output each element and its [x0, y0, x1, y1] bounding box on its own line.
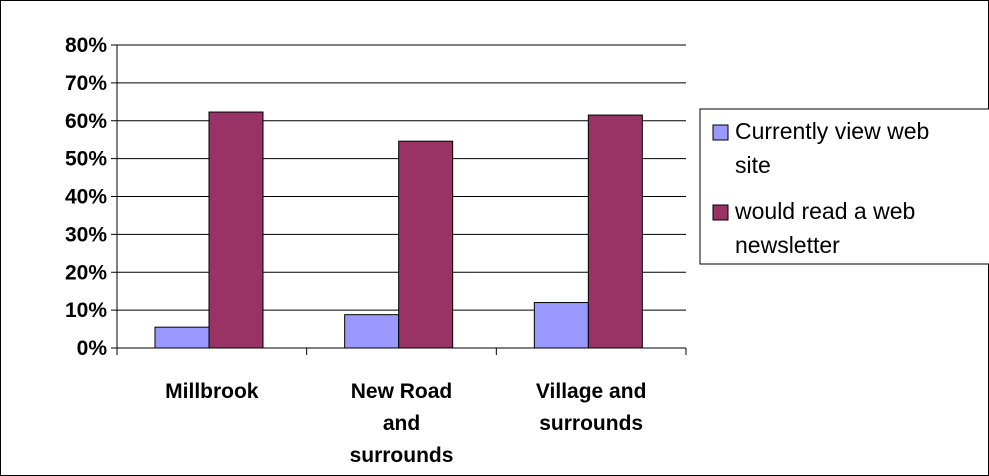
bar-currently-view-web-site — [154, 326, 210, 349]
legend-label: Currently view web — [735, 118, 929, 144]
x-category-label: New Road — [351, 380, 453, 403]
x-axis-labels: Millbrook New Road and surrounds Village and… — [165, 380, 646, 467]
bars — [154, 111, 643, 349]
y-tick-label: 80% — [65, 34, 107, 57]
legend: Currently view web site would read a web ne… — [699, 108, 989, 265]
legend-swatch — [712, 204, 729, 221]
y-tick-label: 20% — [65, 261, 107, 284]
x-category-label: surrounds — [539, 412, 643, 435]
y-tick-label: 50% — [65, 148, 107, 171]
legend-box — [699, 108, 989, 265]
legend-label: site — [735, 152, 771, 178]
y-tick-label: 60% — [65, 110, 107, 133]
x-category-label: and — [383, 412, 420, 435]
bar-currently-view-web-site — [344, 314, 400, 349]
bar-would-read-web-newsletter — [398, 140, 454, 349]
y-tick-label: 30% — [65, 223, 107, 246]
legend-swatch — [712, 124, 729, 141]
legend-label: newsletter — [735, 232, 840, 258]
y-tick-label: 70% — [65, 72, 107, 95]
bar-would-read-web-newsletter — [208, 111, 264, 349]
bar-would-read-web-newsletter — [587, 114, 643, 349]
x-category-label: Village and — [536, 380, 647, 403]
x-category-label: Millbrook — [165, 380, 259, 403]
axes — [111, 44, 687, 355]
legend-label: would read a web — [734, 198, 915, 224]
x-category-label: surrounds — [350, 444, 454, 467]
y-axis-ticks: 0% 10% 20% 30% 40% 50% 60% 70% 80% — [65, 34, 107, 360]
y-tick-label: 40% — [65, 186, 107, 209]
bar-currently-view-web-site — [533, 302, 589, 349]
y-tick-label: 10% — [65, 299, 107, 322]
y-tick-label: 0% — [77, 337, 108, 360]
